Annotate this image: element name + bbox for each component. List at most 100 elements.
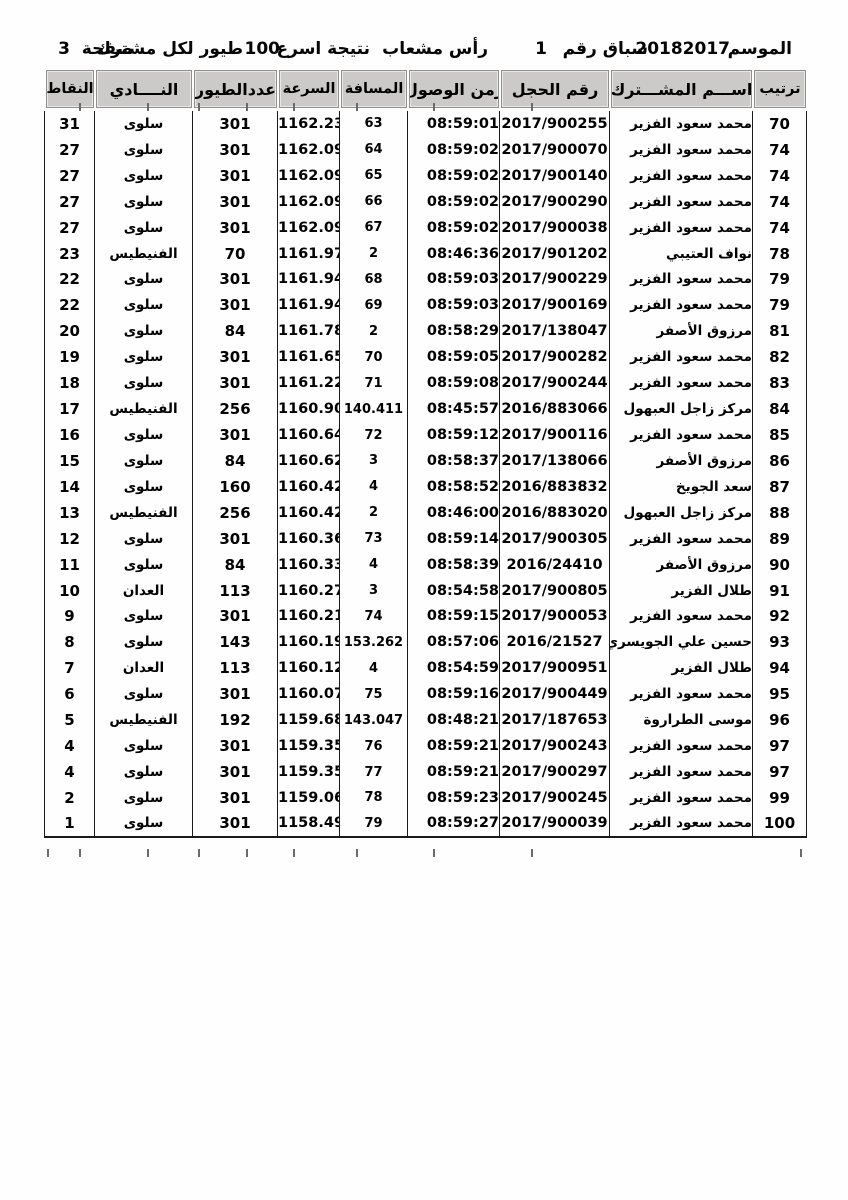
- cell-club: سلوى: [94, 370, 193, 397]
- cell-name: محمد سعود الفزير: [609, 111, 753, 137]
- column-header-name: اســـم المشـــترك: [611, 70, 752, 108]
- cell-distance: 79: [339, 810, 408, 837]
- cell-speed: 1161.78: [277, 318, 340, 345]
- cell-club: العدان: [94, 577, 193, 604]
- ghost-tick: [147, 103, 149, 111]
- cell-name: حسين علي الجويسري: [609, 629, 753, 656]
- ghost-tick: [293, 849, 295, 857]
- cell-name: مركز زاجل العبهول: [609, 499, 753, 526]
- cell-birds: 301: [192, 525, 278, 552]
- table-row: 88 مركز زاجل العبهول 2016/883020 08:46:00 2 1…: [44, 499, 807, 526]
- cell-name: محمد سعود الفزير: [609, 188, 753, 215]
- cell-distance: 70: [339, 344, 408, 371]
- cell-rank: 92: [752, 603, 807, 630]
- cell-birds: 84: [192, 318, 278, 345]
- cell-name: مرزوق الأصفر: [609, 318, 753, 345]
- table-row: 74 محمد سعود الفزير 2017/900038 08:59:02 67 1…: [44, 214, 807, 241]
- table-row: 92 محمد سعود الفزير 2017/900053 08:59:15 74 1…: [44, 603, 807, 630]
- cell-rank: 97: [752, 759, 807, 785]
- column-header-distance: المسافة: [341, 70, 407, 108]
- cell-speed: 1160.21: [277, 603, 340, 630]
- cell-name: نواف العتيبي: [609, 240, 753, 267]
- cell-points: 18: [44, 370, 95, 397]
- table-row: 70 محمد سعود الفزير 2017/900255 08:59:01 63 1…: [44, 111, 807, 137]
- cell-distance: 75: [339, 681, 408, 708]
- table-row: 100 محمد سعود الفزير 2017/900039 08:59:27 79…: [44, 810, 807, 837]
- cell-arrival: 08:45:57: [407, 396, 500, 423]
- cell-arrival: 08:59:23: [407, 784, 500, 811]
- cell-ring: 2017/900449: [499, 681, 610, 708]
- race-location: رأس مشعاب: [382, 39, 488, 59]
- cell-club: العدان: [94, 655, 193, 682]
- cell-ring: 2017/900039: [499, 810, 610, 837]
- ghost-tick: [356, 849, 358, 857]
- cell-club: سلوى: [94, 629, 193, 656]
- cell-club: سلوى: [94, 603, 193, 630]
- cell-distance: 63: [339, 111, 408, 137]
- cell-points: 8: [44, 629, 95, 656]
- cell-points: 6: [44, 681, 95, 708]
- cell-club: سلوى: [94, 525, 193, 552]
- table-row: 74 محمد سعود الفزير 2017/900290 08:59:02 66 1…: [44, 188, 807, 215]
- cell-birds: 301: [192, 188, 278, 215]
- cell-birds: 301: [192, 422, 278, 448]
- cell-rank: 89: [752, 525, 807, 552]
- cell-ring: 2017/900305: [499, 525, 610, 552]
- cell-birds: 301: [192, 136, 278, 163]
- column-header-club: النــــادي: [96, 70, 192, 108]
- table-header-row: ترتيب اســـم المشـــترك رقم الحجل زمن الوصو…: [44, 70, 806, 108]
- cell-speed: 1161.65: [277, 344, 340, 371]
- cell-club: سلوى: [94, 681, 193, 708]
- cell-distance: 3: [339, 577, 408, 604]
- cell-points: 9: [44, 603, 95, 630]
- cell-points: 27: [44, 136, 95, 163]
- cell-rank: 94: [752, 655, 807, 682]
- cell-birds: 301: [192, 162, 278, 189]
- cell-club: سلوى: [94, 318, 193, 345]
- cell-speed: 1161.94: [277, 292, 340, 319]
- page-label: صفحة: [81, 39, 133, 59]
- cell-rank: 78: [752, 240, 807, 267]
- cell-points: 14: [44, 473, 95, 500]
- cell-ring: 2017/900053: [499, 603, 610, 630]
- column-header-ring: رقم الحجل: [501, 70, 609, 108]
- ghost-tick: [47, 849, 49, 857]
- table-row: 91 طلال الفزير 2017/900805 08:54:58 3 1160.27…: [44, 577, 807, 604]
- table-row: 87 سعد الجويخ 2016/883832 08:58:52 4 1160.42 1…: [44, 473, 807, 500]
- cell-distance: 65: [339, 162, 408, 189]
- cell-birds: 301: [192, 266, 278, 293]
- cell-name: محمد سعود الفزير: [609, 525, 753, 552]
- ghost-tick: [433, 849, 435, 857]
- cell-distance: 4: [339, 551, 408, 578]
- cell-speed: 1162.09: [277, 188, 340, 215]
- cell-speed: 1160.27: [277, 577, 340, 604]
- cell-club: سلوى: [94, 733, 193, 760]
- cell-arrival: 08:58:39: [407, 551, 500, 578]
- cell-ring: 2016/883020: [499, 499, 610, 526]
- cell-club: الفنيطيس: [94, 396, 193, 423]
- column-header-points: النقاط: [46, 70, 94, 108]
- table-row: 96 موسى الطراروة 2017/187653 08:48:21 143.04…: [44, 707, 807, 734]
- cell-speed: 1159.35: [277, 733, 340, 760]
- cell-birds: 301: [192, 603, 278, 630]
- cell-name: محمد سعود الفزير: [609, 136, 753, 163]
- cell-arrival: 08:54:58: [407, 577, 500, 604]
- cell-points: 4: [44, 733, 95, 760]
- ghost-tick: [433, 103, 435, 111]
- table-row: 74 محمد سعود الفزير 2017/900140 08:59:02 65 1…: [44, 162, 807, 189]
- table-row: 90 مرزوق الأصفر 2016/24410 08:58:39 4 1160.33…: [44, 551, 807, 578]
- cell-arrival: 08:46:00: [407, 499, 500, 526]
- cell-rank: 81: [752, 318, 807, 345]
- cell-arrival: 08:59:02: [407, 188, 500, 215]
- results-tbody: 70 محمد سعود الفزير 2017/900255 08:59:01 63 1…: [44, 111, 807, 837]
- cell-ring: 2017/900282: [499, 344, 610, 371]
- cell-rank: 70: [752, 111, 807, 137]
- cell-distance: 2: [339, 240, 408, 267]
- cell-name: محمد سعود الفزير: [609, 422, 753, 448]
- birds-count: 100: [244, 39, 281, 59]
- cell-arrival: 08:59:02: [407, 136, 500, 163]
- cell-ring: 2017/900290: [499, 188, 610, 215]
- cell-birds: 143: [192, 629, 278, 656]
- cell-club: سلوى: [94, 810, 193, 837]
- cell-club: سلوى: [94, 447, 193, 474]
